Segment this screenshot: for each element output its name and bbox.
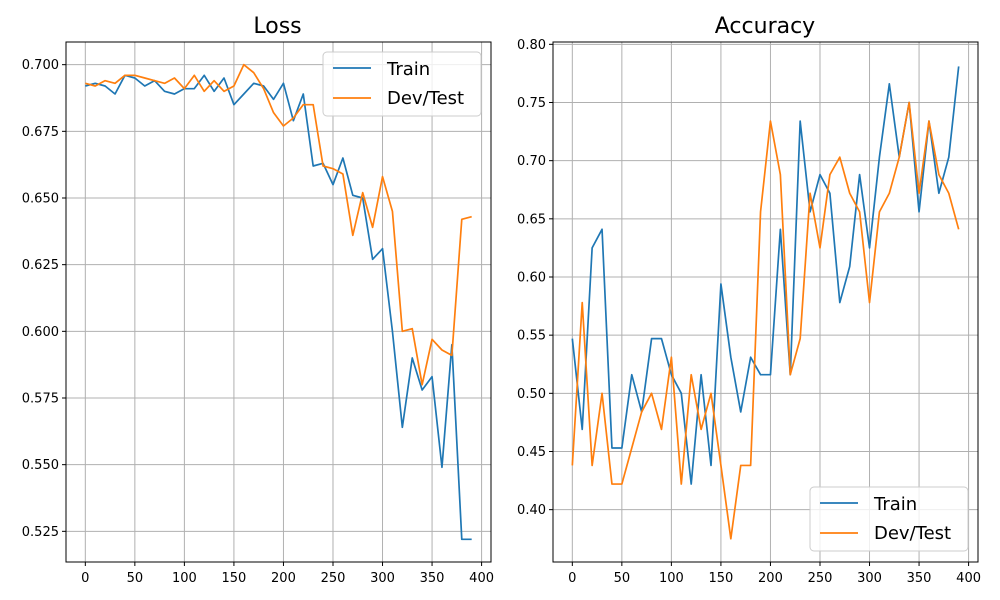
loss-plot-frame <box>65 41 492 563</box>
accuracy-xtick-label: 300 <box>857 571 882 586</box>
accuracy-ytick-label: 0.80 <box>517 38 546 53</box>
accuracy-ytick-label: 0.55 <box>517 329 546 344</box>
loss-xtick-label: 0 <box>81 571 89 586</box>
loss-xtick-label: 350 <box>420 571 445 586</box>
accuracy-ytick-label: 0.70 <box>517 154 546 169</box>
loss-train-line <box>85 74 472 541</box>
accuracy-legend: Train Dev/Test <box>809 486 969 552</box>
loss-ytick-label: 0.600 <box>22 325 59 340</box>
accuracy-legend-train-label: Train <box>873 494 917 515</box>
loss-ticks: 0 50 100 150 200 250 300 350 400 0.525 0.550 0.575 0… <box>22 58 494 586</box>
loss-ytick-label: 0.700 <box>22 58 59 73</box>
loss-ytick-label: 0.675 <box>22 125 59 140</box>
loss-xtick-label: 250 <box>321 571 346 586</box>
loss-legend: Train Dev/Test <box>322 51 482 117</box>
loss-xtick-label: 200 <box>271 571 296 586</box>
loss-ytick-label: 0.575 <box>22 392 59 407</box>
accuracy-xtick-label: 150 <box>709 571 734 586</box>
accuracy-grid <box>553 42 978 562</box>
accuracy-xtick-label: 250 <box>808 571 833 586</box>
accuracy-xtick-label: 200 <box>758 571 783 586</box>
accuracy-ytick-label: 0.40 <box>517 503 546 518</box>
accuracy-ytick-label: 0.75 <box>517 96 546 111</box>
loss-legend-devtest-label: Dev/Test <box>387 88 464 109</box>
accuracy-dev-test-line <box>571 101 960 540</box>
accuracy-series <box>571 66 960 540</box>
accuracy-plot-frame <box>552 41 979 563</box>
accuracy-ytick-label: 0.45 <box>517 445 546 460</box>
accuracy-chart: Accuracy 0 50 100 150 200 250 300 350 400 0.40 0.4… <box>517 14 981 586</box>
accuracy-ytick-label: 0.50 <box>517 387 546 402</box>
accuracy-chart-title: Accuracy <box>715 14 815 39</box>
loss-chart: Loss 0 50 100 150 200 250 300 350 4000.5250.5500… <box>22 14 494 586</box>
accuracy-xtick-label: 400 <box>956 571 981 586</box>
accuracy-ytick-label: 0.65 <box>517 212 546 227</box>
loss-ytick-label: 0.525 <box>22 525 59 540</box>
loss-xtick-label: 50 <box>127 571 144 586</box>
accuracy-xtick-label: 100 <box>659 571 684 586</box>
loss-xtick-label: 400 <box>469 571 494 586</box>
loss-series <box>85 63 472 541</box>
accuracy-xtick-label: 50 <box>614 571 631 586</box>
accuracy-ytick-label: 0.60 <box>517 270 546 285</box>
loss-xtick-label: 100 <box>172 571 197 586</box>
accuracy-legend-devtest-label: Dev/Test <box>874 523 951 544</box>
loss-chart-title: Loss <box>253 14 301 39</box>
loss-legend-train-label: Train <box>386 59 430 80</box>
loss-xtick-label: 300 <box>370 571 395 586</box>
accuracy-xtick-label: 350 <box>907 571 932 586</box>
accuracy-xtick-label: 0 <box>568 571 576 586</box>
loss-ytick-label: 0.550 <box>22 458 59 473</box>
loss-ytick-label: 0.650 <box>22 192 59 207</box>
accuracy-train-line <box>571 66 960 485</box>
loss-dev-test-line <box>85 63 472 386</box>
loss-xtick-label: 150 <box>222 571 247 586</box>
loss-ytick-label: 0.625 <box>22 258 59 273</box>
accuracy-ticks: 0 50 100 150 200 250 300 350 400 0.40 0.45 0.50 0.55… <box>517 38 981 586</box>
